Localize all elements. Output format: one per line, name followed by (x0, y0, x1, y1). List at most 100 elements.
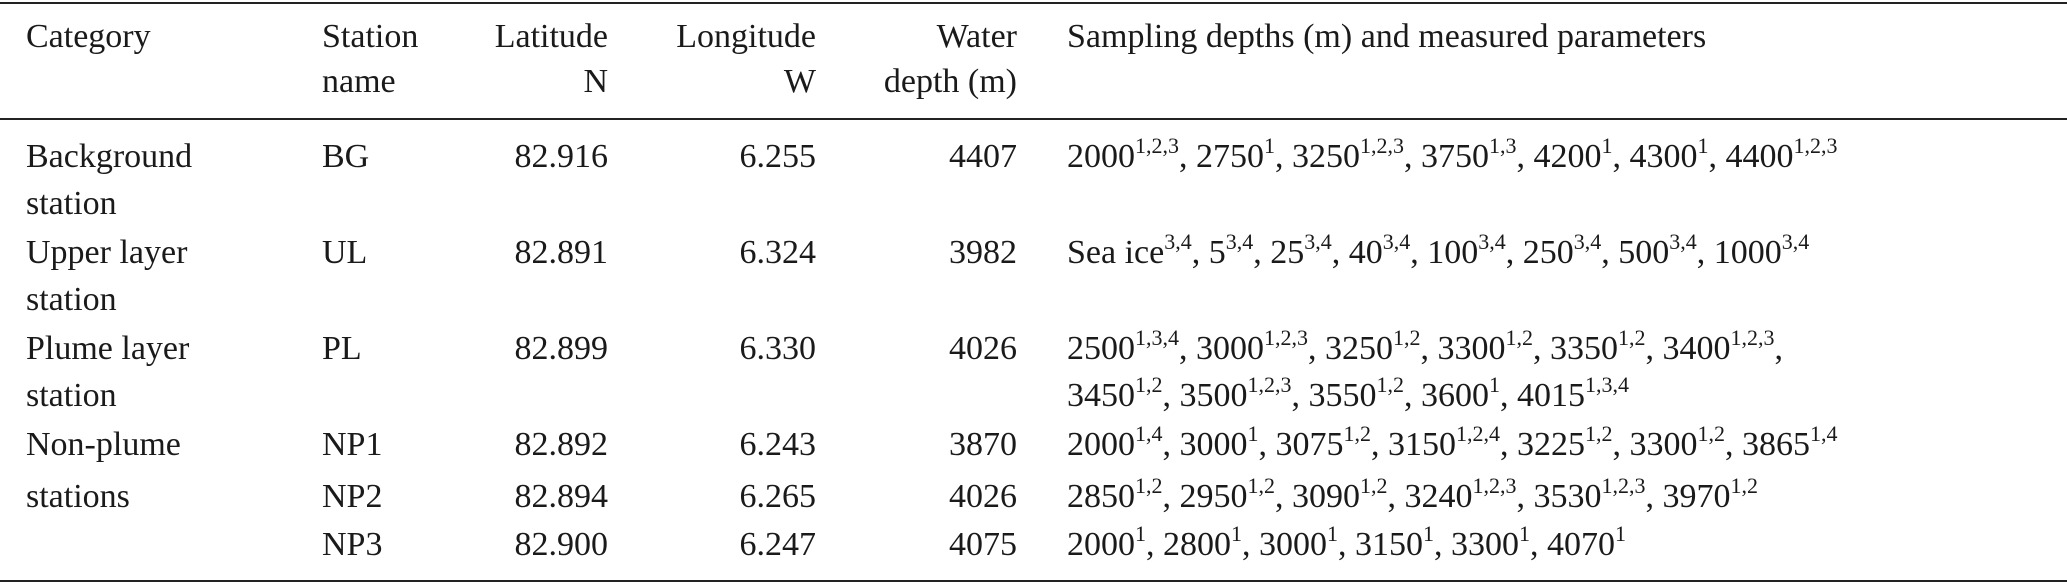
longitude-value: 6.255 (739, 138, 817, 175)
sampling-depths: 20001, 28001, 30001, 31501, 33001, 40701 (1067, 521, 1626, 564)
header-longitude-line1: Longitude (676, 18, 816, 55)
header-station-line2: name (322, 63, 396, 100)
water-depth-value: 4075 (949, 526, 1017, 563)
parameter-codes: 1 (1697, 133, 1709, 158)
sampling-depth-entry: 34001,2,3 (1663, 327, 1775, 368)
sampling-depth-entry: 31501,2,4 (1388, 423, 1500, 464)
depth-value: 3250 (1325, 330, 1393, 367)
depth-value: 40 (1348, 234, 1383, 271)
category-nonplume-line2: stations (26, 478, 130, 515)
sampling-depth-entry: 29501,2 (1180, 475, 1276, 516)
sampling-depths: 28501,2, 29501,2, 30901,2, 32401,2,3, 35… (1067, 473, 1759, 516)
parameter-codes: 1 (1264, 133, 1275, 158)
sampling-depths: 25001,3,4, 30001,2,3, 32501,2, 33001,2, … (1067, 325, 1783, 368)
depth-value: 3300 (1437, 330, 1506, 367)
latitude-value: 82.916 (514, 138, 609, 175)
depth-value: 100 (1427, 234, 1479, 271)
station-name: BG (322, 138, 370, 175)
sampling-depth-entry: 5003,4 (1618, 231, 1697, 272)
depth-value: 3250 (1292, 138, 1360, 175)
sampling-depth-entry: 31501 (1355, 523, 1434, 564)
header-depth-line2: depth (m) (883, 63, 1017, 100)
water-depth-value: 4026 (949, 330, 1017, 367)
parameter-codes: 1 (1247, 421, 1259, 446)
latitude-value: 82.900 (514, 526, 609, 563)
parameter-codes: 3,4 (1225, 229, 1254, 254)
depth-value: 4400 (1725, 138, 1794, 175)
parameter-codes: 1,2 (1585, 421, 1613, 446)
parameter-codes: 1 (1519, 521, 1530, 546)
depth-value: 2800 (1163, 526, 1231, 563)
sampling-depth-entry: 32251,2 (1517, 423, 1613, 464)
sampling-depth-entry: 35501,2 (1309, 374, 1405, 415)
header-rule (0, 118, 2067, 120)
sampling-depth-entry: 30751,2 (1275, 423, 1372, 464)
depth-value: 2500 (1067, 330, 1135, 367)
parameter-codes: 3,4 (1781, 229, 1810, 254)
parameter-codes: 1,2 (1618, 325, 1646, 350)
parameter-codes: 3,4 (1304, 229, 1332, 254)
sampling-depth-entry: 32501,2,3 (1292, 135, 1404, 176)
depth-value: 4015 (1517, 377, 1585, 414)
latitude-value: 82.891 (514, 234, 609, 271)
parameter-codes: 3,4 (1164, 229, 1192, 254)
sampling-depth-entry: 1003,4 (1427, 231, 1506, 272)
sampling-depth-entry: 403,4 (1348, 231, 1411, 272)
depth-value: 3500 (1179, 377, 1248, 414)
depth-value: 1000 (1713, 234, 1782, 271)
parameter-codes: 1,2 (1376, 372, 1405, 397)
depth-value: 3300 (1629, 426, 1698, 463)
parameter-codes: 1,2,3 (1264, 325, 1308, 350)
sampling-depth-entry: 28001 (1163, 523, 1242, 564)
parameter-codes: 1 (1327, 521, 1338, 546)
sampling-depths: 20001,4, 30001, 30751,2, 31501,2,4, 3225… (1067, 421, 1838, 464)
latitude-value: 82.892 (514, 426, 609, 463)
parameter-codes: 3,4 (1669, 229, 1697, 254)
depth-value: 4070 (1547, 526, 1615, 563)
sampling-depth-entry: 20001,2,3 (1067, 135, 1179, 176)
parameter-codes: 1,3,4 (1135, 325, 1179, 350)
category-upper-line1: Upper layer (26, 234, 188, 271)
sampling-depth-entry: 20001 (1067, 523, 1146, 564)
sampling-depth-entry: 33001 (1451, 523, 1530, 564)
parameter-codes: 1,2,4 (1456, 421, 1500, 446)
category-plume-line1: Plume layer (26, 330, 190, 367)
parameter-codes: 1,2 (1730, 473, 1759, 498)
sampling-depth-entry: 33001,2 (1629, 423, 1726, 464)
sampling-depths-continued: 34501,2, 35001,2,3, 35501,2, 36001, 4015… (1067, 372, 1629, 415)
sampling-depth-entry: 25001,3,4 (1067, 327, 1179, 368)
parameter-codes: 1,2 (1393, 325, 1421, 350)
parameter-codes: 1,2 (1343, 421, 1372, 446)
depth-value: 2850 (1067, 478, 1135, 515)
parameter-codes: 1,2,3 (1135, 133, 1179, 158)
station-name: UL (322, 234, 368, 271)
latitude-value: 82.894 (514, 478, 609, 515)
sampling-depth-entry: 32501,2 (1325, 327, 1421, 368)
parameter-codes: 1 (1231, 521, 1242, 546)
header-longitude-line2: W (783, 63, 816, 100)
parameter-codes: 1 (1615, 521, 1626, 546)
depth-value: 3075 (1275, 426, 1344, 463)
sampling-depth-entry: 253,4 (1270, 231, 1332, 272)
sampling-depth-entry: 32401,2,3 (1405, 475, 1517, 516)
water-depth-value: 4026 (949, 478, 1017, 515)
sampling-depth-entry: 40151,3,4 (1517, 374, 1629, 415)
station-name: NP3 (322, 526, 383, 563)
depth-value: 2000 (1067, 426, 1135, 463)
depth-value: 3000 (1179, 426, 1248, 463)
parameter-codes: 1,3 (1489, 133, 1517, 158)
sampling-depth-entry: 40701 (1547, 523, 1626, 564)
sampling-depth-entry: Sea ice3,4 (1067, 231, 1192, 272)
header-latitude-line2: N (583, 63, 608, 100)
longitude-value: 6.265 (739, 478, 817, 515)
sampling-depth-entry: 39701,2 (1663, 475, 1759, 516)
category-upper-line2: station (26, 281, 117, 318)
depth-value: 3150 (1355, 526, 1423, 563)
depth-value: 5 (1208, 234, 1226, 271)
parameter-codes: 1,2,3 (1472, 473, 1517, 498)
longitude-value: 6.247 (739, 526, 817, 563)
sampling-depth-entry: 34501,2 (1067, 374, 1163, 415)
sampling-depth-entry: 33001,2 (1437, 327, 1534, 368)
depth-value: 3750 (1421, 138, 1489, 175)
depth-value: 2750 (1196, 138, 1264, 175)
